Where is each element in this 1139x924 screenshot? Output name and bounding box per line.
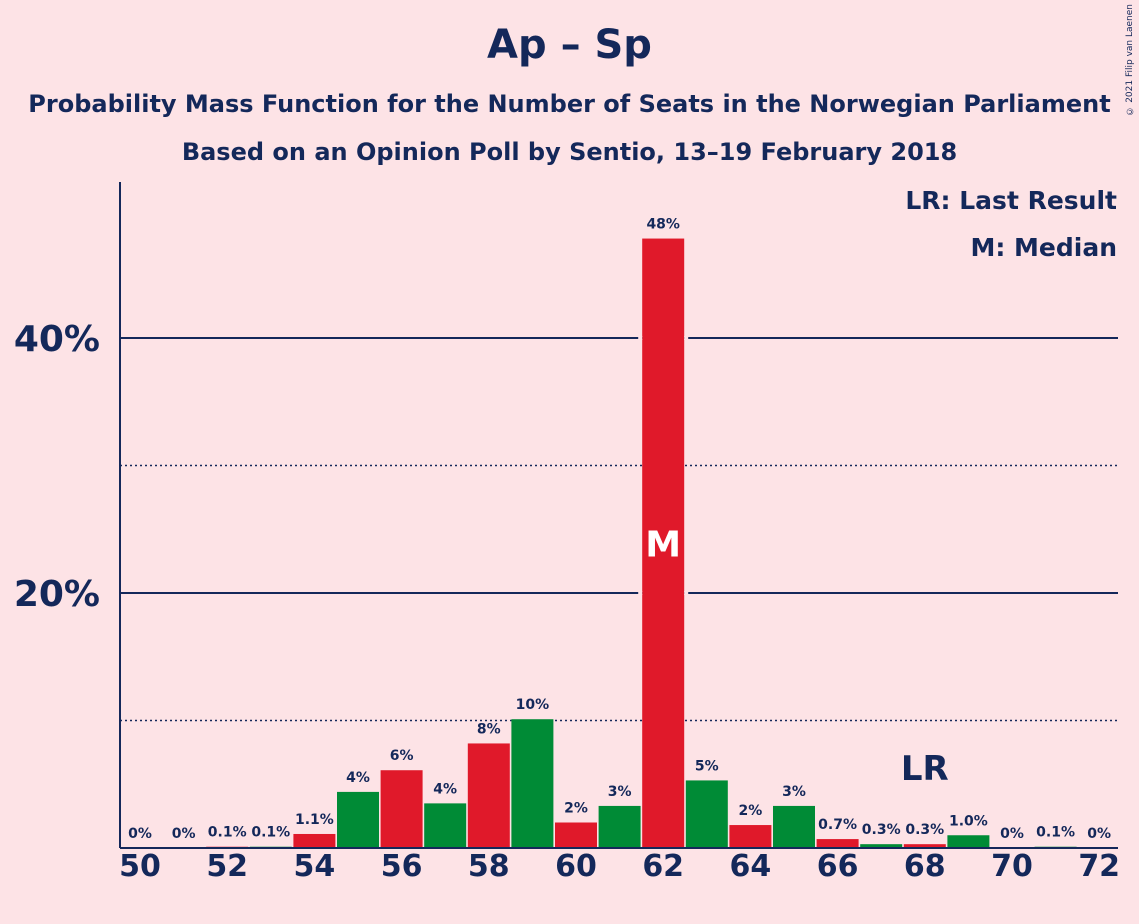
bar-seat-68 [903, 844, 946, 848]
gridline-gap [684, 336, 689, 340]
y-tick-label: 40% [14, 319, 100, 360]
bar-value-label: 48% [646, 217, 680, 233]
bar-value-label: 0% [128, 826, 152, 842]
bar-value-label: 10% [516, 697, 550, 713]
bar-value-label: 1.1% [295, 812, 334, 828]
bar-value-label: 0.3% [862, 822, 901, 838]
y-tick-label: 20% [14, 574, 100, 615]
gridline-gap [638, 336, 643, 340]
legend-last-result: LR: Last Result [905, 186, 1117, 215]
x-tick-label: 62 [642, 849, 684, 884]
bar-value-label: 0.3% [905, 822, 944, 838]
x-tick-label: 56 [381, 849, 423, 884]
bar-value-label: 0% [1000, 826, 1024, 842]
x-tick-label: 72 [1078, 849, 1120, 884]
x-tick-label: 60 [555, 849, 597, 884]
chart-subtitle: Probability Mass Function for the Number… [28, 90, 1111, 118]
x-tick-label: 66 [817, 849, 859, 884]
bar-seat-55 [337, 791, 379, 848]
bar-seat-69 [947, 835, 990, 848]
x-tick-label: 70 [991, 849, 1033, 884]
bar-seat-65 [773, 805, 815, 848]
bar-seat-56 [380, 770, 423, 848]
gridline-gap [638, 591, 643, 595]
median-marker: M [645, 524, 681, 565]
bar-seat-54 [293, 833, 336, 848]
bar-value-label: 0.1% [251, 825, 290, 841]
bar-value-label: 2% [564, 801, 588, 817]
bar-seat-58 [467, 743, 510, 848]
legend-median: M: Median [970, 233, 1117, 262]
bar-seat-67 [860, 844, 903, 848]
bar-seat-59 [511, 719, 554, 848]
bar-value-label: 4% [433, 781, 457, 797]
bar-value-label: 8% [477, 721, 501, 737]
bar-value-label: 0% [172, 826, 196, 842]
bar-value-label: 2% [739, 803, 763, 819]
bar-seat-64 [729, 825, 772, 848]
chart-source: Based on an Opinion Poll by Sentio, 13–1… [181, 138, 958, 166]
bar-seat-66 [816, 839, 859, 848]
gridline-gap [684, 591, 689, 595]
bar-seat-60 [555, 822, 597, 848]
bar-value-label: 0.7% [818, 817, 857, 833]
bar-value-label: 0% [1087, 826, 1111, 842]
bar-value-label: 6% [390, 748, 414, 764]
x-tick-label: 58 [468, 849, 510, 884]
bar-seat-62 [642, 238, 685, 849]
x-tick-label: 54 [294, 849, 336, 884]
bar-value-label: 0.1% [208, 825, 247, 841]
bars-group [206, 238, 1077, 849]
last-result-marker: LR [901, 749, 949, 789]
x-tick-label: 52 [206, 849, 248, 884]
bar-value-label: 0.1% [1036, 825, 1075, 841]
x-tick-label: 68 [904, 849, 946, 884]
bar-value-label: 5% [695, 758, 719, 774]
bar-seat-61 [598, 805, 641, 848]
x-tick-label: 50 [119, 849, 161, 884]
bar-value-label: 4% [346, 770, 370, 786]
chart-title: Ap – Sp [487, 22, 652, 68]
bar-value-label: 3% [608, 784, 632, 800]
bar-seat-63 [685, 780, 728, 848]
x-tick-label: 64 [730, 849, 772, 884]
bar-seat-57 [424, 803, 467, 848]
bar-value-label: 1.0% [949, 813, 988, 829]
bar-value-label: 3% [782, 784, 806, 800]
